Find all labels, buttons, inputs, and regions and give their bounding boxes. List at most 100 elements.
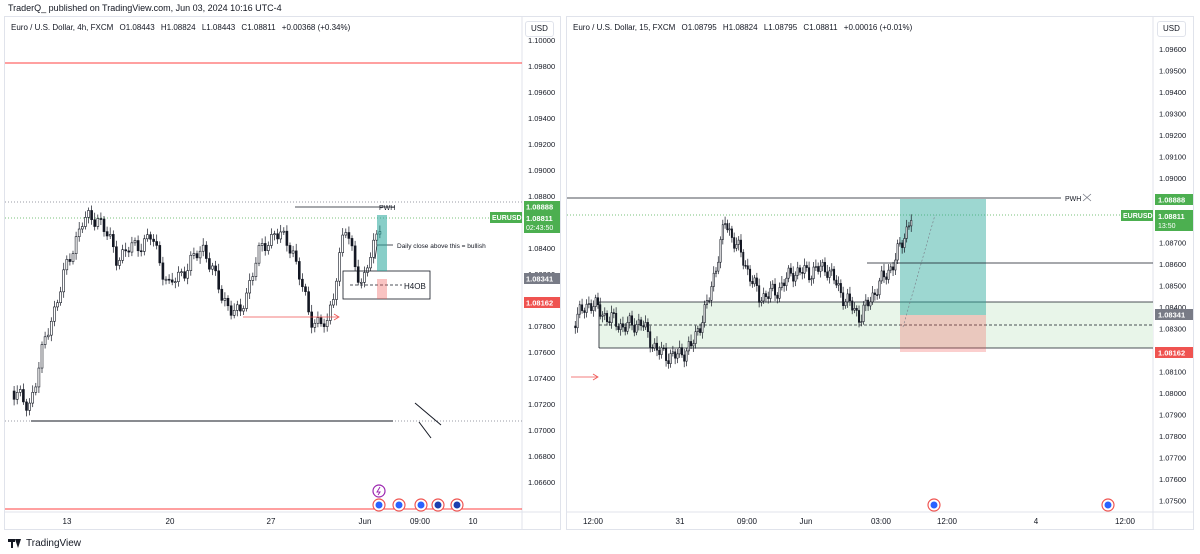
long-position-stop[interactable]	[900, 315, 986, 352]
candle-body	[882, 270, 885, 278]
cross-mark-line[interactable]	[414, 402, 442, 426]
lightning-icon[interactable]	[372, 484, 386, 498]
svg-text:1.08888: 1.08888	[526, 203, 553, 212]
price-chart[interactable]: 1.09600 1.09500 1.09400 1.09300 1.09200 1.091…	[567, 17, 1194, 530]
candle-body	[848, 293, 851, 302]
candle-body	[880, 270, 883, 282]
candle-body	[803, 265, 806, 274]
candle-body	[332, 299, 335, 306]
candle-body	[694, 331, 697, 344]
candle-body	[366, 267, 369, 273]
price-tick-label: 1.08000	[1159, 389, 1186, 398]
currency-button[interactable]: USD	[1157, 21, 1186, 37]
candle-body	[737, 239, 740, 245]
price-axis[interactable]: 1.09600 1.09500 1.09400 1.09300 1.09200 1.091…	[1159, 45, 1186, 506]
currency-button[interactable]: USD	[525, 21, 554, 37]
close-icon[interactable]	[1082, 193, 1092, 202]
long-position-target[interactable]	[377, 215, 387, 271]
candle-body	[341, 234, 345, 253]
economic-events[interactable]	[927, 498, 1115, 512]
candle-body	[892, 266, 895, 271]
candle-body	[903, 238, 906, 248]
candle-body	[353, 245, 357, 268]
candle-body	[282, 230, 286, 233]
arrow-head-icon	[592, 373, 599, 381]
candle-body	[263, 243, 267, 251]
candle-body	[15, 392, 19, 400]
candle-body	[873, 292, 876, 295]
brand-name: TradingView	[26, 538, 82, 549]
candle-body	[319, 317, 323, 325]
candle-body	[774, 283, 777, 296]
economic-events[interactable]	[372, 484, 464, 512]
candle-body	[674, 351, 677, 359]
legend-open: O1.08795	[681, 23, 717, 32]
candle-body	[721, 224, 724, 240]
price-tick-label: 1.07000	[528, 426, 555, 435]
flag-glyph	[453, 501, 461, 509]
tradingview-logo[interactable]: TradingView	[8, 538, 81, 549]
candle-body	[828, 270, 831, 278]
price-tick-label: 1.08100	[1159, 368, 1186, 377]
candle-body	[12, 390, 16, 400]
candle-body	[37, 367, 41, 388]
candlestick-series[interactable]	[12, 205, 382, 417]
pwh-price-label: 1.08888	[524, 201, 560, 212]
symbol-tag: EURUSD	[490, 212, 522, 223]
candle-body	[251, 276, 255, 281]
time-axis[interactable]: 13 20 27 Jun 09:00 10	[63, 517, 478, 526]
candle-body	[789, 267, 792, 274]
candle-body	[678, 347, 681, 355]
chart-legend: Euro / U.S. Dollar, 4h, FXCM O1.08443 H1…	[11, 23, 354, 32]
legend-high: H1.08824	[160, 23, 196, 32]
price-tick-label: 1.06600	[528, 478, 555, 487]
candlestick-series[interactable]	[574, 214, 913, 369]
candle-body	[762, 293, 765, 302]
candle-body	[574, 325, 577, 329]
price-tick-label: 1.09300	[1159, 110, 1186, 119]
price-tick-label: 1.07600	[528, 348, 555, 357]
flag-glyph	[375, 501, 383, 509]
candle-body	[692, 343, 695, 347]
candle-body	[248, 280, 251, 294]
candle-body	[31, 392, 35, 404]
candle-body	[369, 257, 372, 269]
price-chart[interactable]: 1.10000 1.09800 1.09600 1.09400 1.09200 1.090…	[5, 17, 561, 530]
time-tick-label: 12:00	[937, 517, 958, 526]
candle-body	[860, 321, 863, 323]
legend-open: O1.08443	[119, 23, 155, 32]
candle-body	[665, 347, 668, 361]
candle-body	[28, 402, 31, 411]
candle-body	[338, 252, 341, 282]
candle-body	[805, 265, 808, 268]
time-tick-label: 27	[267, 517, 276, 526]
candle-body	[136, 240, 140, 252]
time-tick-label: 03:00	[871, 517, 892, 526]
candle-body	[208, 258, 211, 270]
time-axis[interactable]: 12:00 31 09:00 Jun 03:00 12:00 4 12:00	[583, 517, 1136, 526]
price-axis[interactable]: 1.10000 1.09800 1.09600 1.09400 1.09200 1.090…	[528, 36, 555, 487]
chart-panel-4h[interactable]: Euro / U.S. Dollar, 4h, FXCM O1.08443 H1…	[4, 16, 561, 530]
candle-body	[660, 347, 663, 355]
candle-body	[690, 341, 693, 347]
candle-body	[372, 239, 376, 258]
candle-body	[646, 322, 649, 333]
cross-mark-line[interactable]	[418, 421, 432, 439]
price-tick-label: 1.08400	[1159, 303, 1186, 312]
candle-body	[662, 347, 665, 350]
h4ob-label: H4OB	[404, 282, 426, 291]
long-position-stop[interactable]	[377, 279, 387, 299]
candle-body	[771, 283, 774, 289]
candle-body	[592, 306, 595, 311]
candle-body	[710, 286, 713, 301]
long-position-target[interactable]	[900, 199, 986, 315]
candle-body	[894, 259, 897, 271]
candle-body	[276, 233, 279, 240]
chart-panel-15m[interactable]: Euro / U.S. Dollar, 15, FXCM O1.08795 H1…	[566, 16, 1194, 530]
candle-body	[726, 223, 729, 231]
candle-body	[864, 299, 867, 306]
candle-body	[328, 304, 332, 321]
price-tick-label: 1.09100	[1159, 153, 1186, 162]
candle-body	[844, 301, 847, 307]
candle-body	[708, 300, 711, 302]
